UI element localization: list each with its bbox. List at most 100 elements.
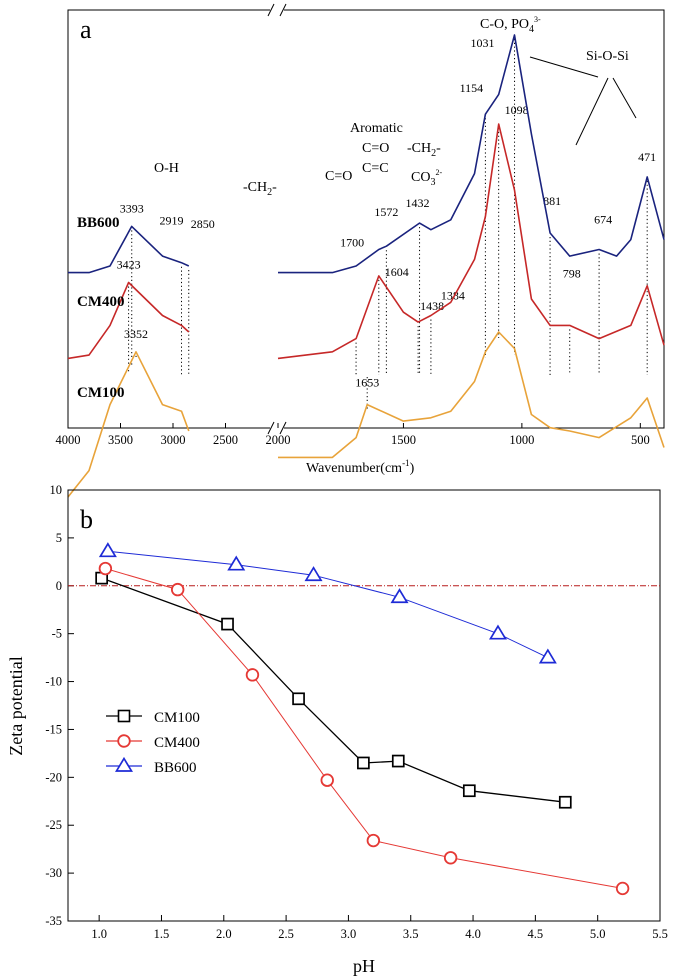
point-cm400-1 xyxy=(170,582,185,597)
spectrum-bb600-right xyxy=(278,34,665,274)
legend-item-bb600: BB600 xyxy=(106,756,197,776)
legend-label-cm100: CM100 xyxy=(154,710,200,726)
panel-b-y-label: Zeta potential xyxy=(6,656,26,755)
zeta-tick-label--15: -15 xyxy=(45,722,62,736)
point-cm100-4 xyxy=(391,754,405,768)
point-cm400-3 xyxy=(320,773,334,787)
point-cm400-2 xyxy=(245,668,260,682)
zeta-tick-label--20: -20 xyxy=(45,770,62,784)
legend-item-cm100: CM100 xyxy=(106,709,200,726)
legend-label-cm400: CM400 xyxy=(154,735,200,751)
panel-b-series xyxy=(95,542,630,896)
ph-tick-label-3.5: 3.5 xyxy=(403,927,419,941)
peak-label-2850: 2850 xyxy=(191,217,215,231)
annotation-co: C=O xyxy=(325,169,352,184)
axis-break-bottom-2 xyxy=(279,421,287,435)
zeta-tick-label--35: -35 xyxy=(45,914,62,928)
peak-label-1438: 1438 xyxy=(420,299,444,313)
spectrum-cm400-right xyxy=(277,123,665,360)
panel-b-axes: 1.0 1.5 2.0 2.5 3.0 3.5 4.0 4.5 5.0 5.5 10 5 0 -5 -10 -… xyxy=(45,483,667,941)
annotation-siosi: Si-O-Si xyxy=(586,49,629,64)
panel-a-x-label: Wavenumber(cm-1) xyxy=(306,458,415,476)
siosi-pointer-1 xyxy=(529,56,599,78)
panel-a-frame xyxy=(67,9,665,429)
ph-tick-label-4.5: 4.5 xyxy=(528,927,544,941)
axis-break-bottom-gap xyxy=(270,424,284,432)
ph-tick-label-3: 3.0 xyxy=(341,927,357,941)
point-cm400-6 xyxy=(615,881,630,896)
legend-item-cm400: CM400 xyxy=(106,734,200,751)
point-cm400-4 xyxy=(366,833,381,848)
panel-a: a 4000 3500 3000 2500 2000 1500 1000 500 3393 34… xyxy=(56,3,665,498)
peak-label-2919: 2919 xyxy=(160,214,184,228)
x-tick-label-1000: 1000 xyxy=(509,433,534,447)
series-line-cm400 xyxy=(105,568,623,889)
x-tick-label-2000: 2000 xyxy=(266,433,291,447)
annotation-ch2-left: -CH2- xyxy=(243,180,277,198)
ph-tick-label-1: 1.0 xyxy=(91,927,107,941)
annotation-aromatic-co: C=O xyxy=(362,141,389,156)
peak-label-471: 471 xyxy=(638,150,656,164)
peak-label-3352: 3352 xyxy=(124,327,148,341)
ph-tick-label-4: 4.0 xyxy=(465,927,481,941)
ph-tick-label-5: 5.0 xyxy=(590,927,606,941)
peak-label-1700: 1700 xyxy=(340,236,364,250)
zeta-tick-label--30: -30 xyxy=(45,866,62,880)
annotation-cop: C-O, PO43- xyxy=(480,15,541,35)
x-tick-label-1500: 1500 xyxy=(391,433,416,447)
axis-break-top-2 xyxy=(279,3,287,17)
point-cm100-6 xyxy=(558,795,572,809)
point-cm100-2 xyxy=(292,692,305,706)
x-tick-label-4000: 4000 xyxy=(56,433,81,447)
zeta-tick-label-5: 5 xyxy=(56,531,62,545)
panel-a-x-ticks: 4000 3500 3000 2500 2000 1500 1000 500 xyxy=(56,423,650,447)
panel-b-letter: b xyxy=(80,505,93,534)
annotation-co3: CO32- xyxy=(411,168,442,188)
x-tick-label-3500: 3500 xyxy=(108,433,133,447)
series-label-cm100: CM100 xyxy=(77,385,125,401)
ph-tick-label-2: 2.0 xyxy=(216,927,232,941)
zeta-tick-label--10: -10 xyxy=(45,675,62,689)
point-cm100-3 xyxy=(357,756,370,770)
peak-label-1432: 1432 xyxy=(406,196,430,210)
x-tick-label-3000: 3000 xyxy=(161,433,186,447)
legend-label-bb600: BB600 xyxy=(154,760,197,776)
point-bb600-3 xyxy=(390,588,409,604)
peak-label-1031: 1031 xyxy=(471,36,495,50)
spectrum-bb600-left xyxy=(68,225,190,274)
zeta-tick-label-0: 0 xyxy=(56,579,62,593)
point-cm400-5 xyxy=(443,851,458,865)
peak-label-3423: 3423 xyxy=(117,258,141,272)
point-bb600-2 xyxy=(304,566,323,582)
series-label-cm400: CM400 xyxy=(77,294,125,310)
spectrum-cm100-left xyxy=(67,351,190,498)
peak-label-3393: 3393 xyxy=(120,201,144,215)
point-cm100-5 xyxy=(462,784,476,798)
axis-break-top-1 xyxy=(267,3,275,17)
peak-label-1572: 1572 xyxy=(374,205,398,219)
ph-tick-label-5.5: 5.5 xyxy=(652,927,668,941)
annotation-oh: O-H xyxy=(154,161,179,176)
peak-label-798: 798 xyxy=(563,266,581,280)
x-tick-label-500: 500 xyxy=(631,433,650,447)
series-label-bb600: BB600 xyxy=(77,215,120,231)
point-bb600-1 xyxy=(227,555,246,571)
panel-b-x-label: pH xyxy=(353,956,375,976)
annotation-ch2-right: -CH2- xyxy=(407,141,441,159)
siosi-pointer-2 xyxy=(575,77,609,146)
legend: CM100 CM400 BB600 xyxy=(106,709,200,776)
point-bb600-0 xyxy=(98,542,117,558)
annotation-aromatic: Aromatic xyxy=(350,121,403,136)
point-cm400-0 xyxy=(98,561,113,576)
x-tick-label-2500: 2500 xyxy=(213,433,238,447)
peak-label-1604: 1604 xyxy=(385,265,409,279)
series-line-bb600 xyxy=(107,550,549,659)
peak-label-674: 674 xyxy=(594,213,612,227)
peak-label-881: 881 xyxy=(543,194,561,208)
panel-a-spectra xyxy=(67,34,665,498)
annotation-aromatic-cc: C=C xyxy=(362,161,389,176)
zeta-tick-label--25: -25 xyxy=(45,818,62,832)
peak-label-1098: 1098 xyxy=(505,103,529,117)
axis-break-bottom-1 xyxy=(267,421,275,435)
